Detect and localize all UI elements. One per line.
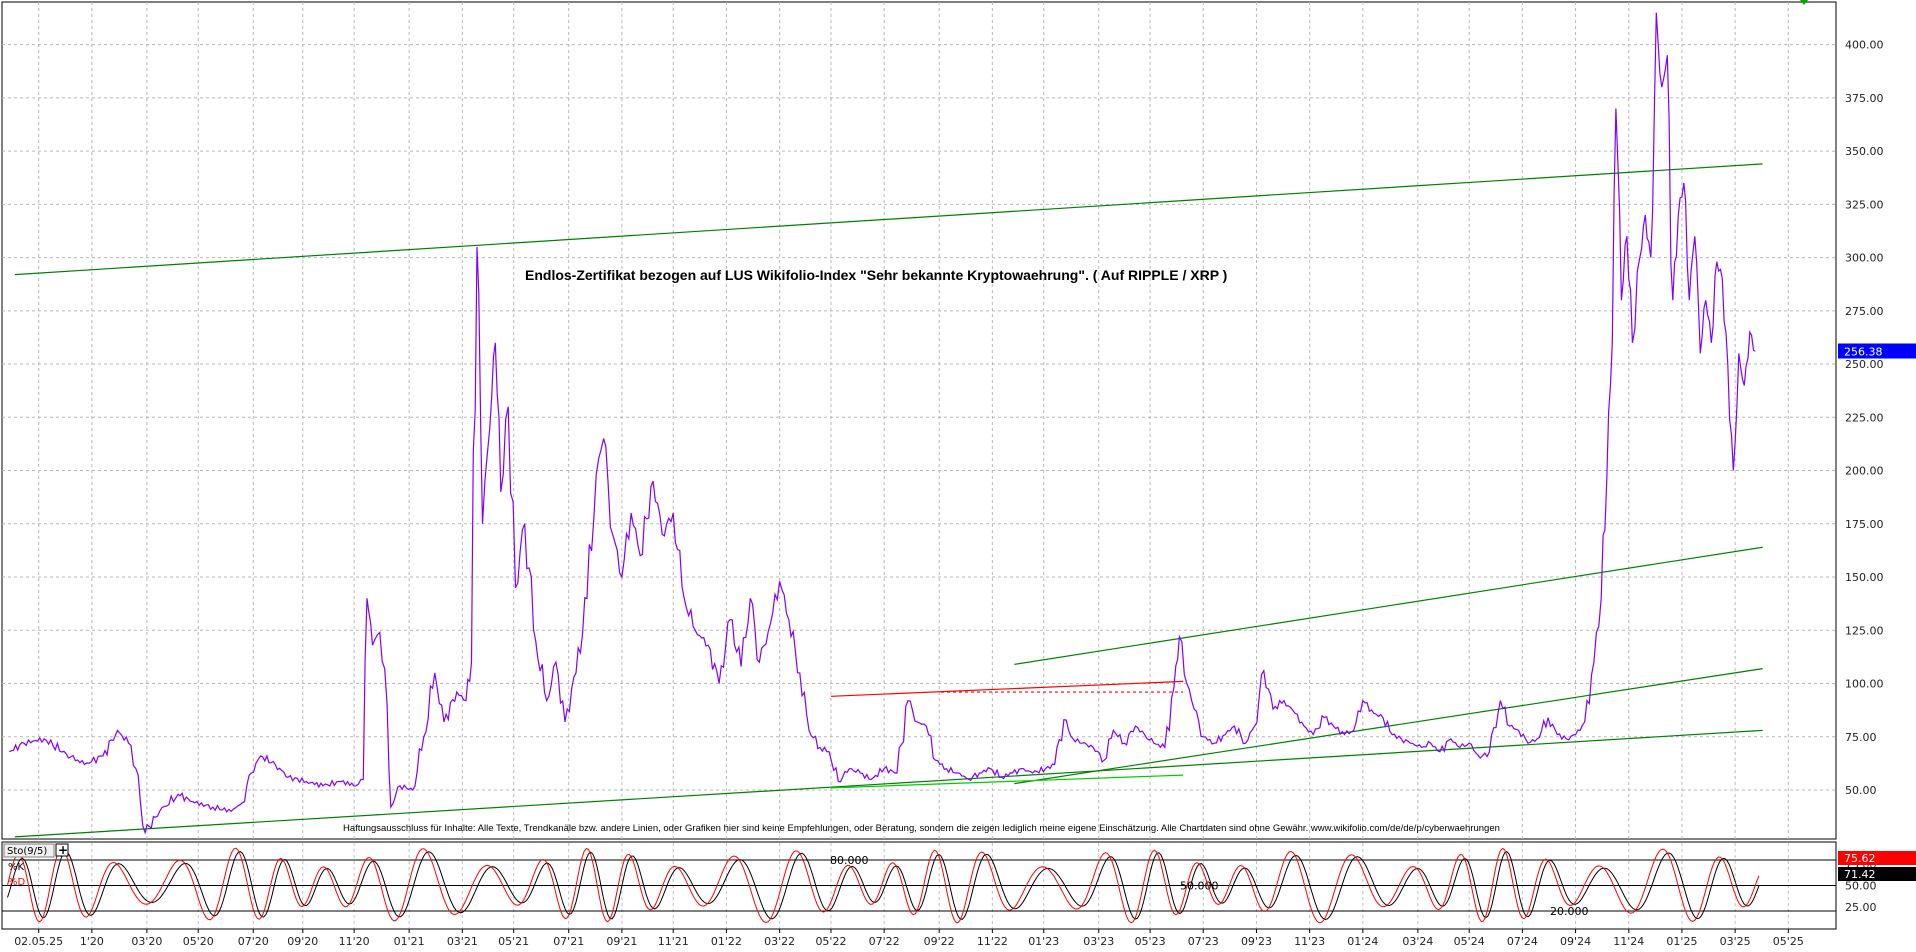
y-tick-label: 275.00 <box>1845 305 1884 318</box>
x-tick-label: 11'23 <box>1294 935 1325 948</box>
expand-button-box[interactable] <box>55 843 69 857</box>
x-tick-label: 03'21 <box>447 935 478 948</box>
sto-level-label: 20.000 <box>1550 905 1589 918</box>
price-y-axis: 400.00 375.00 350.00 325.00 300.00 275.00 250.… <box>1845 39 1884 797</box>
x-tick-label: 01'22 <box>711 935 742 948</box>
x-tick-label: 01'25 <box>1666 935 1697 948</box>
x-tick-label: 1'20 <box>80 935 104 948</box>
stochastic-lines <box>7 847 1760 924</box>
x-tick-label: 05'23 <box>1135 935 1166 948</box>
d-line <box>7 850 1760 921</box>
y-tick-label: 100.00 <box>1845 678 1884 691</box>
d-label: %D <box>8 877 26 888</box>
y-tick-label: 200.00 <box>1845 465 1884 478</box>
y-tick-label: 400.00 <box>1845 39 1884 52</box>
y-tick-label: 150.00 <box>1845 571 1884 584</box>
k-value: 75.62 <box>1844 852 1876 865</box>
chart-title: Endlos-Zertifikat bezogen auf LUS Wikifo… <box>525 267 1227 283</box>
k-label: %K <box>8 862 25 873</box>
d-value: 71.42 <box>1844 868 1876 881</box>
y-tick-label: 250.00 <box>1845 358 1884 371</box>
plus-icon[interactable]: + <box>58 843 68 857</box>
top-marker-icon <box>1800 0 1808 5</box>
x-tick-label: 05'22 <box>815 935 846 948</box>
x-tick-label: 03'22 <box>764 935 795 948</box>
current-price-marker: 256.38 <box>1838 343 1916 359</box>
trend-line <box>830 680 1184 697</box>
x-tick-label: 09'20 <box>287 935 318 948</box>
x-tick-label: 05'20 <box>183 935 214 948</box>
x-tick-label: 11'20 <box>339 935 370 948</box>
x-tick-label: 05'24 <box>1454 935 1485 948</box>
x-tick-label: 09'21 <box>606 935 637 948</box>
x-tick-label: 09'23 <box>1241 935 1272 948</box>
x-tick-label: 09'24 <box>1560 935 1591 948</box>
k-line <box>7 847 1760 924</box>
x-tick-label: 11'22 <box>977 935 1008 948</box>
sto-level-label: 80.000 <box>830 854 869 867</box>
x-tick-label: 03'25 <box>1720 935 1751 948</box>
y-tick-label: 350.00 <box>1845 145 1884 158</box>
stochastic-header: Sto(9/5) + %K %D <box>3 843 69 888</box>
current-price-box <box>1838 343 1916 359</box>
disclaimer-text: Haftungsausschluss für Inhalte: Alle Tex… <box>343 823 1500 834</box>
current-price-label: 256.38 <box>1844 346 1883 359</box>
y-tick-label: 375.00 <box>1845 92 1884 105</box>
x-tick-label: 05'21 <box>498 935 529 948</box>
x-tick-label: 03'24 <box>1402 935 1433 948</box>
x-tick-label: 03'20 <box>131 935 162 948</box>
k-value-box <box>1838 851 1916 865</box>
price-line <box>9 12 1756 835</box>
x-tick-label: 07'23 <box>1188 935 1219 948</box>
x-tick-label: 11'21 <box>658 935 689 948</box>
y-tick-label: 125.00 <box>1845 624 1884 637</box>
d-value-box <box>1838 867 1916 881</box>
x-tick-label: 05'25 <box>1773 935 1804 948</box>
x-tick-label: 07'20 <box>238 935 269 948</box>
price-panel-frame <box>1 1 1837 840</box>
sto-y-tick-label: 25.00 <box>1845 901 1877 914</box>
price-grid <box>2 2 1836 839</box>
stochastic-label: Sto(9/5) <box>7 846 47 857</box>
trend-line <box>1014 546 1763 665</box>
trend-line <box>14 729 1763 838</box>
x-tick-label: 09'22 <box>924 935 955 948</box>
x-tick-label: 11'24 <box>1613 935 1644 948</box>
y-tick-label: 225.00 <box>1845 411 1884 424</box>
trend-line <box>14 163 1763 276</box>
x-axis: 02.05.25 1'20 03'20 05'20 07'20 09'20 11'20 01'… <box>14 929 1804 948</box>
trend-line <box>830 774 1184 789</box>
x-tick-label: 03'23 <box>1083 935 1114 948</box>
expand-panel-button[interactable]: + <box>55 843 69 857</box>
stochastic-values: 75.62 71.42 <box>1838 851 1916 881</box>
x-tick-label: 07'21 <box>553 935 584 948</box>
y-tick-label: 50.00 <box>1845 784 1877 797</box>
y-tick-label: 325.00 <box>1845 198 1884 211</box>
x-tick-label: 01'24 <box>1347 935 1378 948</box>
sto-y-tick-label: 50.00 <box>1845 880 1877 893</box>
x-tick-label: 01'23 <box>1028 935 1059 948</box>
x-tick-label: 02.05.25 <box>14 935 63 948</box>
x-tick-label: 07'22 <box>869 935 900 948</box>
x-tick-label: 07'24 <box>1507 935 1538 948</box>
x-tick-label: 01'21 <box>394 935 425 948</box>
price-series <box>9 12 1756 835</box>
y-tick-label: 300.00 <box>1845 252 1884 265</box>
y-tick-label: 175.00 <box>1845 518 1884 531</box>
y-tick-label: 75.00 <box>1845 731 1877 744</box>
stochastic-label-box <box>3 843 55 858</box>
